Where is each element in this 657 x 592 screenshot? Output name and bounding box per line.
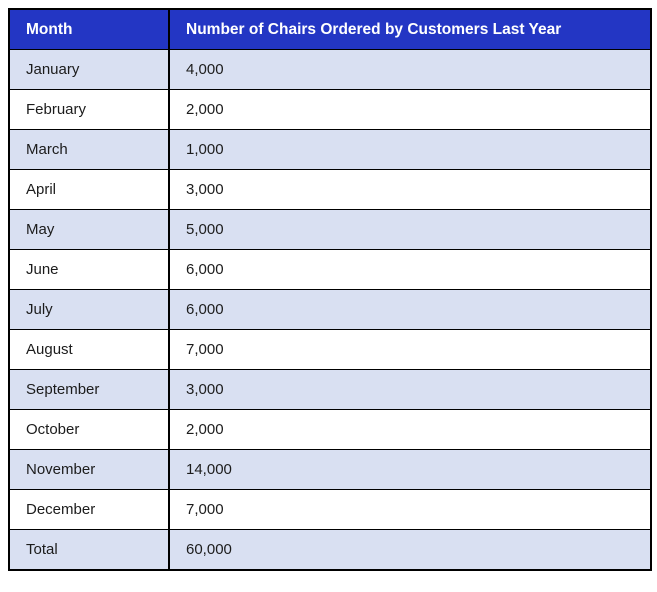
- column-header-month: Month: [9, 8, 170, 50]
- month-cell: August: [9, 329, 170, 370]
- table-row: February 2,000: [9, 89, 651, 130]
- table-row: June 6,000: [9, 249, 651, 290]
- chairs-value-cell: 1,000: [169, 129, 651, 170]
- chairs-value-cell: 6,000: [169, 289, 651, 330]
- table-row: March 1,000: [9, 129, 651, 170]
- chairs-value-cell: 2,000: [169, 89, 651, 130]
- header-row: Month Number of Chairs Ordered by Custom…: [9, 8, 651, 50]
- month-cell: December: [9, 489, 170, 530]
- month-cell: January: [9, 49, 170, 90]
- month-cell: September: [9, 369, 170, 410]
- month-cell: October: [9, 409, 170, 450]
- table-row: May 5,000: [9, 209, 651, 250]
- column-header-chairs-ordered: Number of Chairs Ordered by Customers La…: [169, 8, 651, 50]
- chairs-value-cell: 14,000: [169, 449, 651, 490]
- month-cell: November: [9, 449, 170, 490]
- chairs-value-cell: 3,000: [169, 169, 651, 210]
- table-row: August 7,000: [9, 329, 651, 370]
- chairs-ordered-table: Month Number of Chairs Ordered by Custom…: [8, 8, 652, 571]
- month-cell: May: [9, 209, 170, 250]
- table-row: July 6,000: [9, 289, 651, 330]
- month-cell: June: [9, 249, 170, 290]
- table-row: December 7,000: [9, 489, 651, 530]
- table-row: September 3,000: [9, 369, 651, 410]
- chairs-value-cell: 6,000: [169, 249, 651, 290]
- table-row: October 2,000: [9, 409, 651, 450]
- chairs-value-cell: 7,000: [169, 489, 651, 530]
- chairs-value-cell: 2,000: [169, 409, 651, 450]
- table-row: April 3,000: [9, 169, 651, 210]
- chairs-value-cell: 5,000: [169, 209, 651, 250]
- month-cell: March: [9, 129, 170, 170]
- month-cell: July: [9, 289, 170, 330]
- month-cell: April: [9, 169, 170, 210]
- table-row: November 14,000: [9, 449, 651, 490]
- month-cell: February: [9, 89, 170, 130]
- table-row: January 4,000: [9, 49, 651, 90]
- table-row: Total 60,000: [9, 529, 651, 571]
- chairs-value-cell: 7,000: [169, 329, 651, 370]
- chairs-value-cell: 60,000: [169, 529, 651, 571]
- month-cell: Total: [9, 529, 170, 571]
- chairs-value-cell: 3,000: [169, 369, 651, 410]
- chairs-value-cell: 4,000: [169, 49, 651, 90]
